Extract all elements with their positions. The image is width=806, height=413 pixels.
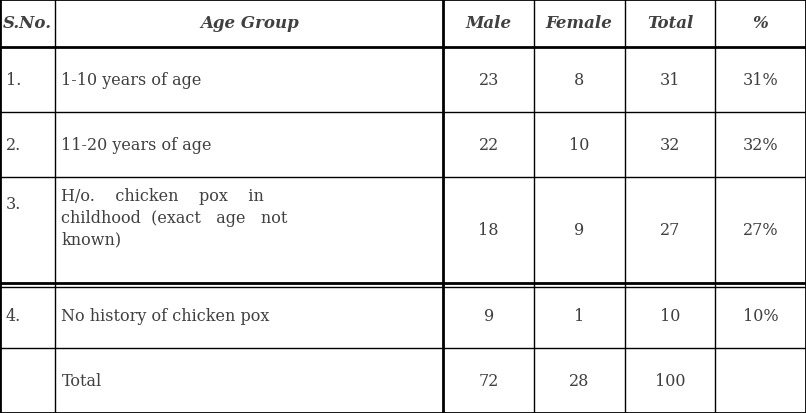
Text: 3.: 3. xyxy=(6,196,22,213)
Text: Total: Total xyxy=(646,15,693,32)
Text: Total: Total xyxy=(61,372,102,389)
Text: 32: 32 xyxy=(660,137,680,154)
Text: 11-20 years of age: 11-20 years of age xyxy=(61,137,212,154)
Text: 100: 100 xyxy=(654,372,685,389)
Text: 31: 31 xyxy=(660,72,680,89)
Text: 9: 9 xyxy=(574,222,584,239)
Text: 18: 18 xyxy=(479,222,499,239)
Text: 1: 1 xyxy=(574,307,584,324)
Text: S.No.: S.No. xyxy=(3,15,52,32)
Text: 27: 27 xyxy=(660,222,680,239)
Text: 8: 8 xyxy=(574,72,584,89)
Text: 31%: 31% xyxy=(743,72,779,89)
Text: 4.: 4. xyxy=(6,307,21,324)
Text: 10: 10 xyxy=(660,307,680,324)
Text: 22: 22 xyxy=(479,137,499,154)
Text: 2.: 2. xyxy=(6,137,21,154)
Text: 10%: 10% xyxy=(743,307,779,324)
Text: Female: Female xyxy=(546,15,613,32)
Text: No history of chicken pox: No history of chicken pox xyxy=(61,307,270,324)
Text: Age Group: Age Group xyxy=(200,15,299,32)
Text: 27%: 27% xyxy=(743,222,779,239)
Text: 10: 10 xyxy=(569,137,589,154)
Text: %: % xyxy=(753,15,769,32)
Text: H/o.    chicken    pox    in
childhood  (exact   age   not
known): H/o. chicken pox in childhood (exact age… xyxy=(61,188,288,248)
Text: 9: 9 xyxy=(484,307,494,324)
Text: 28: 28 xyxy=(569,372,589,389)
Text: 23: 23 xyxy=(479,72,499,89)
Text: Male: Male xyxy=(466,15,512,32)
Text: 1-10 years of age: 1-10 years of age xyxy=(61,72,202,89)
Text: 1.: 1. xyxy=(6,72,22,89)
Text: 32%: 32% xyxy=(743,137,779,154)
Text: 72: 72 xyxy=(479,372,499,389)
